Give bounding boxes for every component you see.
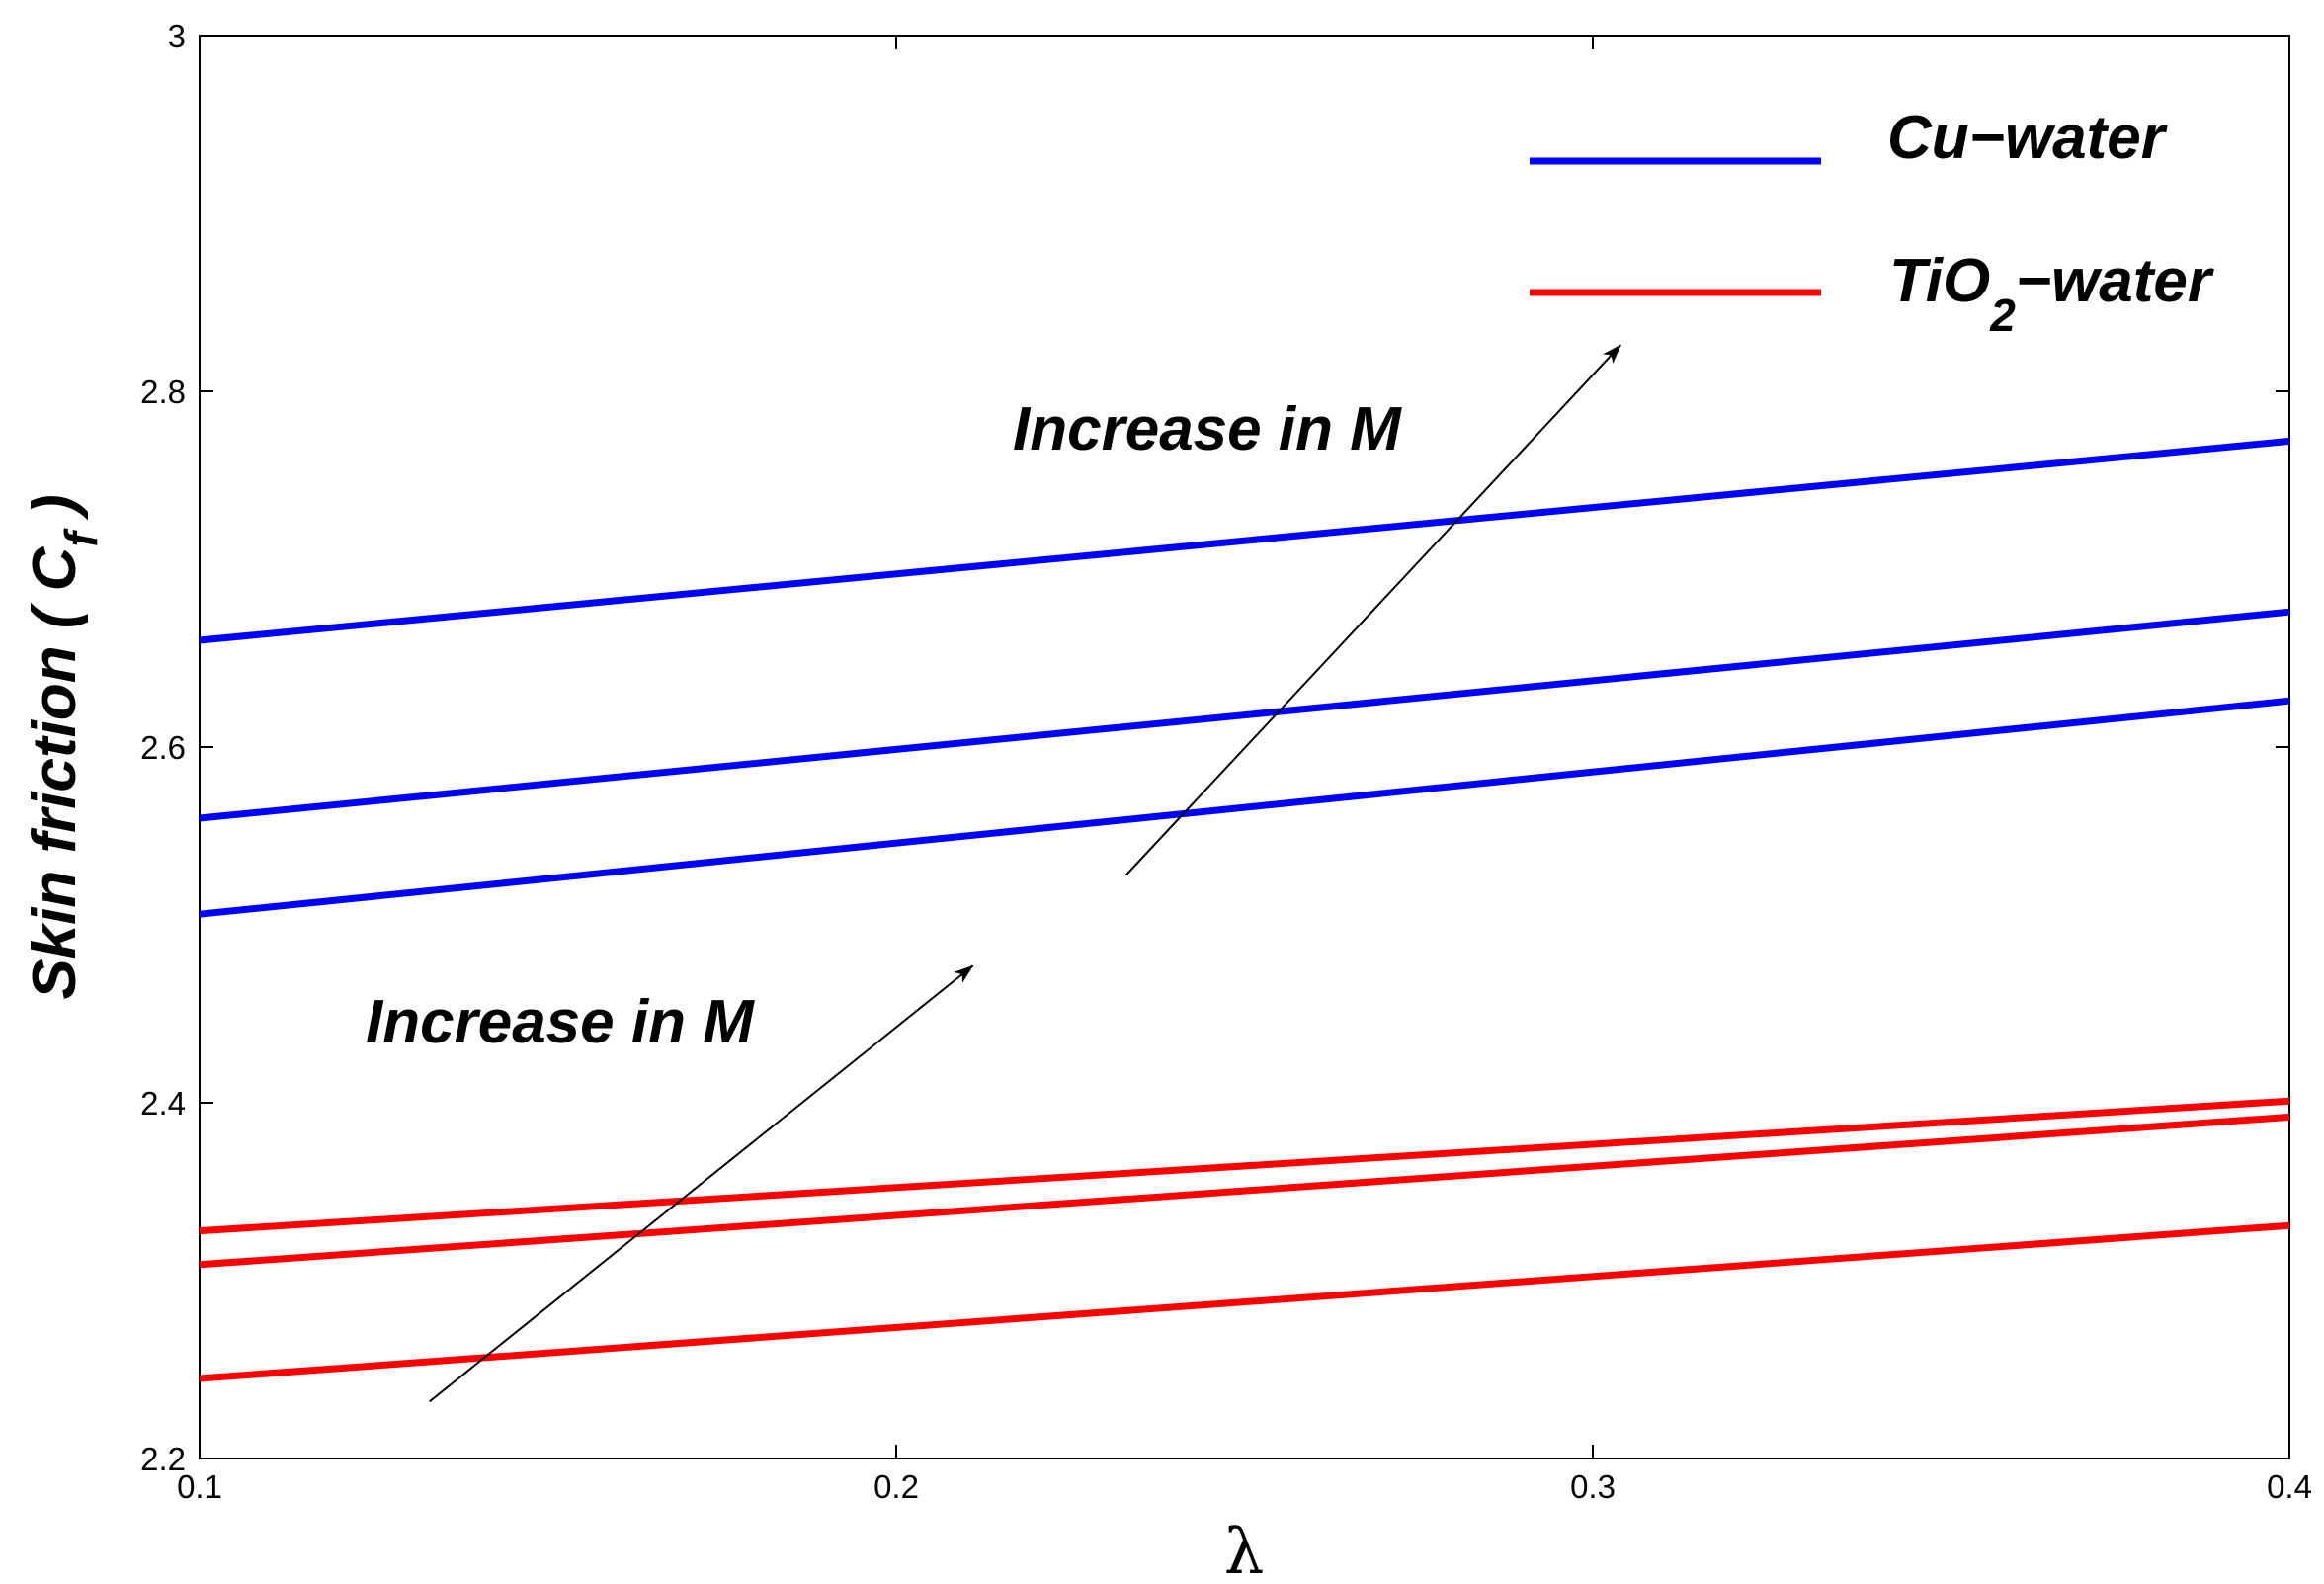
x-tick-label: 0.1 xyxy=(177,1468,222,1505)
y-tick-label: 2.6 xyxy=(140,729,186,766)
y-tick-label: 2.8 xyxy=(140,374,186,410)
x-tick-label: 0.3 xyxy=(1570,1468,1616,1505)
annotation-arrow xyxy=(429,964,974,1403)
series xyxy=(199,437,2290,1382)
series-line xyxy=(199,1097,2290,1235)
annotation-label: Increase in M xyxy=(366,988,755,1056)
legend-label-cu-water: Cu−water xyxy=(1887,104,2168,172)
series-line xyxy=(199,1221,2290,1382)
series-line xyxy=(199,437,2290,644)
y-tick-label: 3 xyxy=(168,18,186,54)
x-axis-title: λ xyxy=(1224,1516,1265,1584)
series-line xyxy=(199,697,2290,918)
legend: Cu−water TiO2−water xyxy=(1530,104,2214,341)
y-tick-label: 2.4 xyxy=(140,1085,186,1122)
annotation-arrow xyxy=(1124,344,1621,876)
annotations: Increase in M Increase in M xyxy=(366,344,1621,1403)
y-tick-label: 2.2 xyxy=(140,1441,186,1477)
y-axis-title: Skin friction ( Cf ) xyxy=(21,494,107,999)
ticks: 0.1 0.2 0.3 0.4 2.2 2.4 2.6 2.8 3 xyxy=(140,18,2312,1505)
series-line xyxy=(199,608,2290,822)
x-tick-label: 0.4 xyxy=(2267,1468,2312,1505)
x-tick-label: 0.2 xyxy=(873,1468,919,1505)
legend-label-tio2-water: TiO2−water xyxy=(1889,247,2214,341)
series-line xyxy=(199,1113,2290,1269)
annotation-label: Increase in M xyxy=(1013,395,1402,463)
